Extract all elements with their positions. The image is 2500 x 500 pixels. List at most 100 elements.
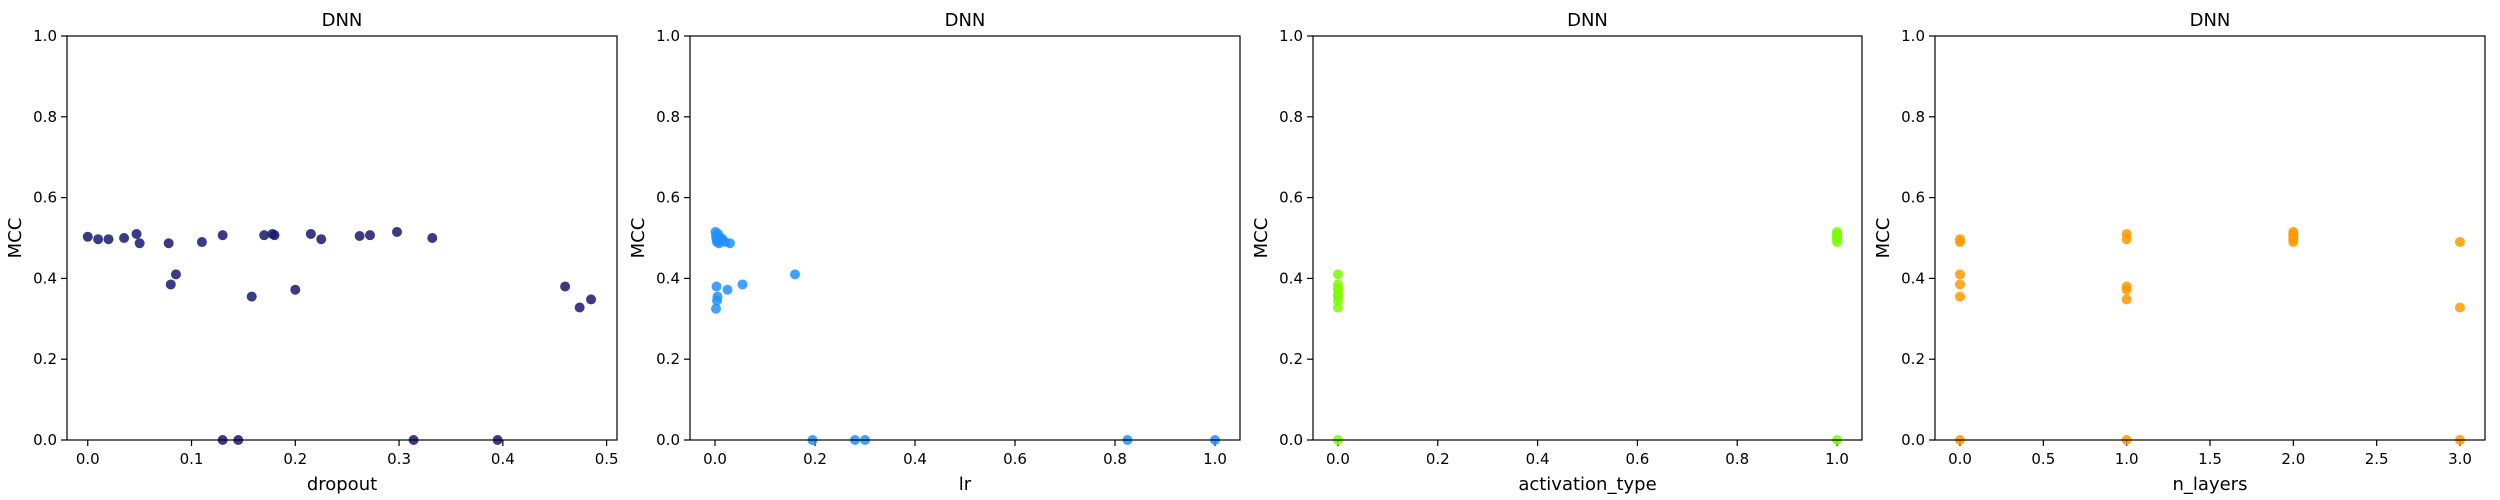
data-point — [1832, 237, 1843, 248]
data-point — [217, 230, 228, 241]
data-point — [2455, 302, 2465, 313]
chart-panel-3: 0.0 0.2 0.4 0.6 0.8 1.0 0.0 0.2 0.4 0.6 0.8 1.0 DNN a… — [1251, 10, 1863, 495]
y-tick-label: 1.0 — [1279, 27, 1303, 45]
data-point — [170, 269, 181, 280]
x-tick-label: 0.3 — [387, 450, 411, 468]
data-point — [2121, 294, 2132, 305]
y-tick-label: 0.2 — [33, 350, 57, 368]
data-point — [259, 230, 270, 241]
y-tick-label: 1.0 — [1901, 27, 1925, 45]
data-point — [1955, 291, 1965, 302]
x-axis-label: n_layers — [2173, 474, 2248, 495]
data-point — [119, 233, 130, 243]
x-tick-label: 0.4 — [903, 450, 927, 468]
x-tick-label: 2.0 — [2281, 450, 2305, 468]
x-axis-label: dropout — [307, 474, 377, 495]
data-point — [246, 291, 257, 302]
data-point — [722, 284, 733, 295]
x-tick-label: 0.0 — [76, 450, 100, 468]
y-tick-label: 0.8 — [1279, 108, 1303, 126]
x-tick-label: 0.8 — [1725, 450, 1749, 468]
chart-title: DNN — [1567, 10, 1608, 31]
data-point — [163, 238, 174, 249]
data-point — [712, 291, 723, 302]
data-point — [1955, 279, 1965, 290]
data-point — [1955, 237, 1965, 248]
data-point — [560, 281, 571, 292]
chart-title: DNN — [945, 10, 986, 31]
data-point — [93, 234, 104, 245]
chart-title: DNN — [2190, 10, 2231, 31]
data-point — [1955, 269, 1965, 280]
data-point — [1332, 269, 1343, 280]
data-point — [131, 228, 142, 239]
chart-panel-1: 0.0 0.1 0.2 0.3 0.4 0.5 0.0 0.2 0.4 0.6 0.8 1.0 DNN d… — [5, 10, 619, 495]
y-tick-label: 0.8 — [33, 108, 57, 126]
x-tick-label: 1.0 — [1203, 450, 1227, 468]
data-point — [365, 230, 376, 241]
x-tick-label: 3.0 — [2448, 450, 2472, 468]
data-point — [725, 238, 735, 249]
data-point — [427, 233, 438, 243]
data-point — [1332, 302, 1343, 313]
y-tick-label: 0.0 — [1901, 431, 1925, 449]
x-tick-label: 0.0 — [1326, 450, 1350, 468]
x-tick-label: 0.1 — [180, 450, 204, 468]
data-point — [196, 237, 207, 248]
x-tick-label: 0.5 — [595, 450, 619, 468]
y-tick-label: 1.0 — [656, 27, 680, 45]
data-point — [737, 279, 748, 290]
data-point — [316, 234, 327, 245]
data-point — [586, 294, 597, 305]
data-point — [165, 279, 176, 290]
x-tick-label: 0.6 — [1003, 450, 1027, 468]
data-point — [134, 238, 145, 249]
x-tick-label: 0.2 — [803, 450, 827, 468]
chart-panel-2: 0.0 0.2 0.4 0.6 0.8 1.0 0.0 0.2 0.4 0.6 0.8 1.0 DNN l… — [628, 10, 1241, 495]
plot-frame — [1934, 35, 2486, 441]
x-tick-label: 0.4 — [491, 450, 515, 468]
data-point — [103, 234, 114, 245]
data-point — [790, 269, 800, 280]
y-axis-label: MCC — [628, 218, 649, 259]
y-axis-label: MCC — [1873, 218, 1894, 259]
y-tick-label: 0.2 — [1901, 350, 1925, 368]
data-point — [2288, 237, 2299, 248]
y-axis-label: MCC — [5, 218, 26, 259]
data-point — [2455, 237, 2465, 248]
plot-frame — [66, 35, 618, 441]
y-tick-label: 0.0 — [33, 431, 57, 449]
x-tick-label: 0.0 — [703, 450, 727, 468]
y-tick-label: 0.4 — [656, 269, 680, 287]
data-point — [2121, 234, 2132, 245]
x-tick-label: 0.0 — [1948, 450, 1972, 468]
y-tick-label: 0.2 — [1279, 350, 1303, 368]
x-tick-label: 1.5 — [2198, 450, 2222, 468]
data-point — [305, 228, 316, 239]
x-axis-label: activation_type — [1518, 474, 1656, 495]
x-tick-label: 1.0 — [1825, 450, 1849, 468]
plot-frame — [689, 35, 1241, 441]
chart-panel-4: 0.0 0.5 1.0 1.5 2.0 2.5 3.0 0.0 0.2 0.4 0.6 0.8 1.0 D… — [1873, 10, 2486, 495]
data-point — [82, 231, 93, 242]
data-point — [574, 302, 585, 313]
y-tick-label: 0.4 — [33, 269, 57, 287]
y-tick-label: 0.8 — [1901, 108, 1925, 126]
y-tick-label: 1.0 — [33, 27, 57, 45]
x-axis-label: lr — [959, 474, 972, 495]
x-tick-label: 0.2 — [283, 450, 307, 468]
chart-title: DNN — [322, 10, 363, 31]
y-tick-label: 0.6 — [1901, 189, 1925, 207]
data-point — [354, 230, 365, 241]
data-point — [392, 226, 402, 237]
y-tick-label: 0.6 — [33, 189, 57, 207]
y-tick-label: 0.4 — [1901, 269, 1925, 287]
y-tick-label: 0.8 — [656, 108, 680, 126]
x-tick-label: 1.0 — [2115, 450, 2139, 468]
y-tick-label: 0.2 — [656, 350, 680, 368]
y-tick-label: 0.4 — [1279, 269, 1303, 287]
plot-frame — [1312, 35, 1863, 441]
x-tick-label: 0.4 — [1526, 450, 1550, 468]
x-tick-label: 0.5 — [2031, 450, 2055, 468]
x-tick-label: 2.5 — [2365, 450, 2389, 468]
